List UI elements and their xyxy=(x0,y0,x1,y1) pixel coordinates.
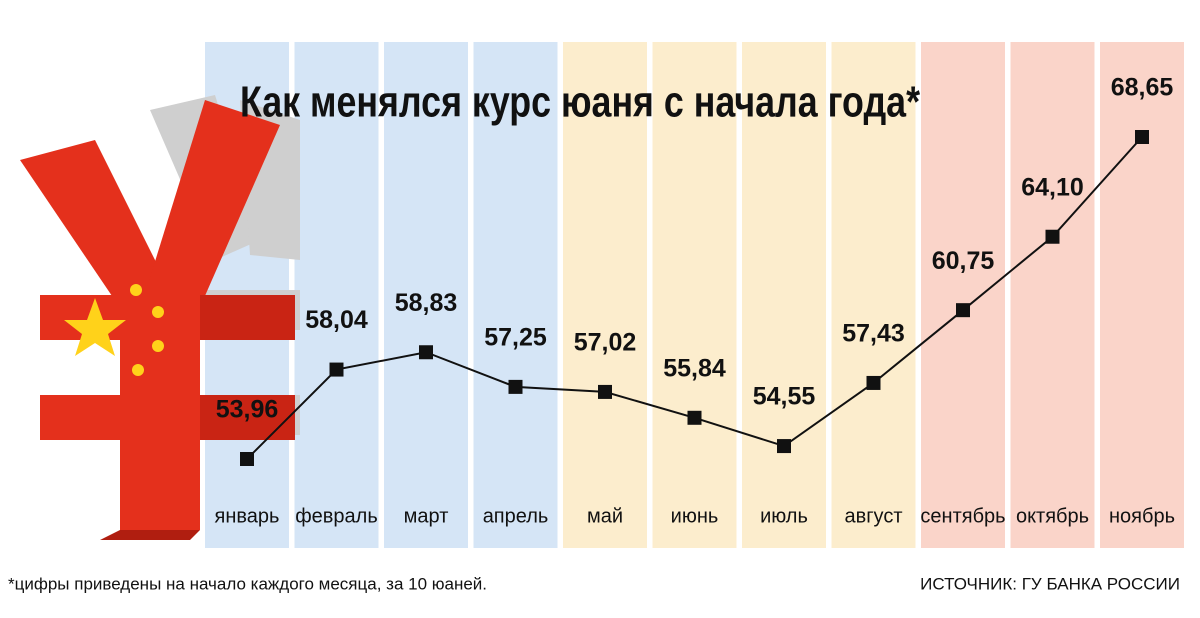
data-label: 53,96 xyxy=(216,396,279,424)
month-column xyxy=(473,42,558,548)
x-tick-label: июнь xyxy=(671,505,719,527)
point xyxy=(508,379,523,394)
footnote: *цифры приведены на начало каждого месяц… xyxy=(8,574,487,593)
month-column xyxy=(563,42,647,548)
data-label: 58,04 xyxy=(305,306,368,334)
point xyxy=(866,375,881,390)
point xyxy=(598,384,612,399)
data-label: 68,65 xyxy=(1111,74,1174,102)
month-column xyxy=(384,42,468,548)
x-tick-label: апрель xyxy=(483,505,549,527)
data-label: 64,10 xyxy=(1021,173,1084,201)
data-label: 55,84 xyxy=(663,354,726,382)
point xyxy=(777,439,791,454)
month-column xyxy=(1010,42,1095,548)
data-label: 57,25 xyxy=(484,323,547,351)
point xyxy=(240,452,254,466)
point xyxy=(1045,229,1060,244)
month-column xyxy=(921,42,1005,548)
data-label: 57,02 xyxy=(574,329,637,357)
data-label: 60,75 xyxy=(932,247,995,275)
point xyxy=(956,303,970,318)
point xyxy=(419,345,433,360)
month-column xyxy=(831,42,916,548)
month-column xyxy=(1100,42,1184,548)
data-label: 57,43 xyxy=(842,320,905,348)
point xyxy=(687,410,702,425)
data-label: 54,55 xyxy=(753,383,816,411)
data-label: 58,83 xyxy=(395,289,458,317)
x-tick-label: сентябрь xyxy=(920,505,1005,527)
source: ИСТОЧНИК: ГУ БАНКА РОССИИ xyxy=(920,574,1180,593)
x-tick-label: май xyxy=(587,505,623,527)
x-tick-label: март xyxy=(404,505,449,527)
month-column xyxy=(742,42,826,548)
month-column xyxy=(652,42,737,548)
x-tick-label: июль xyxy=(760,505,808,527)
yuan-icon xyxy=(20,95,300,540)
chart-title: Как менялся курс юаня с начала года* xyxy=(240,78,921,127)
month-column xyxy=(294,42,379,548)
x-tick-label: октябрь xyxy=(1016,505,1089,527)
x-tick-label: январь xyxy=(215,505,280,527)
point xyxy=(1135,130,1149,144)
x-tick-label: август xyxy=(845,505,903,527)
point xyxy=(329,362,344,377)
x-tick-label: февраль xyxy=(295,505,378,527)
x-tick-label: ноябрь xyxy=(1109,505,1175,527)
